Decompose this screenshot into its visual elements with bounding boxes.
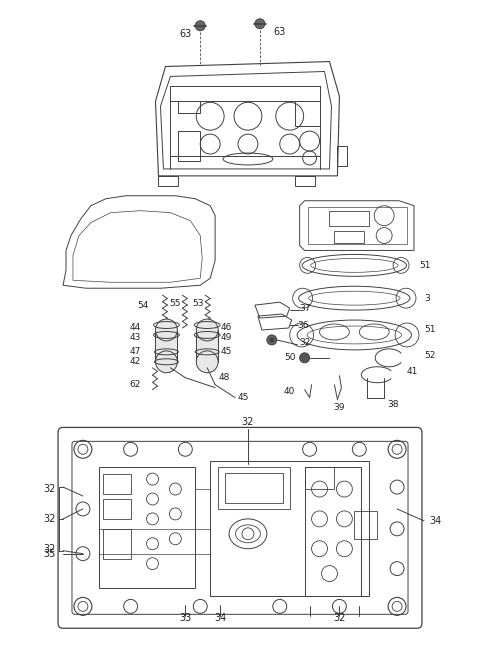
Text: 43: 43 bbox=[129, 333, 141, 343]
Text: 53: 53 bbox=[192, 299, 204, 308]
Text: 42: 42 bbox=[129, 357, 141, 366]
Text: 34: 34 bbox=[214, 613, 226, 624]
Text: 54: 54 bbox=[137, 301, 148, 310]
Text: 62: 62 bbox=[129, 380, 141, 389]
Text: 37: 37 bbox=[300, 304, 311, 312]
Circle shape bbox=[255, 19, 265, 29]
Text: 32: 32 bbox=[44, 544, 56, 553]
Text: 49: 49 bbox=[220, 333, 231, 343]
Circle shape bbox=[156, 351, 178, 373]
Text: 34: 34 bbox=[429, 516, 441, 526]
Text: 52: 52 bbox=[424, 351, 435, 360]
Circle shape bbox=[300, 353, 310, 363]
Text: 32: 32 bbox=[300, 339, 311, 347]
Circle shape bbox=[195, 21, 205, 31]
Circle shape bbox=[267, 335, 277, 345]
Text: 55: 55 bbox=[169, 299, 181, 308]
Text: 51: 51 bbox=[419, 261, 431, 270]
Text: 3: 3 bbox=[424, 293, 430, 303]
Bar bbox=[196, 330, 218, 362]
Circle shape bbox=[270, 338, 274, 342]
Text: 46: 46 bbox=[220, 324, 231, 333]
Text: 51: 51 bbox=[424, 326, 435, 335]
Text: 32: 32 bbox=[333, 613, 346, 624]
Text: 48: 48 bbox=[218, 373, 229, 383]
Text: 47: 47 bbox=[129, 347, 141, 356]
Text: 63: 63 bbox=[179, 29, 192, 39]
Text: 44: 44 bbox=[129, 324, 141, 333]
Text: 39: 39 bbox=[334, 403, 345, 412]
Text: 38: 38 bbox=[387, 400, 399, 409]
Text: 32: 32 bbox=[44, 514, 56, 524]
Text: 33: 33 bbox=[179, 613, 192, 624]
Text: 36: 36 bbox=[298, 320, 309, 329]
Text: 45: 45 bbox=[238, 393, 250, 402]
Text: 45: 45 bbox=[220, 347, 231, 356]
Text: 32: 32 bbox=[44, 484, 56, 494]
Text: 32: 32 bbox=[242, 417, 254, 428]
Circle shape bbox=[156, 319, 178, 341]
Text: 41: 41 bbox=[407, 367, 419, 376]
Text: 35: 35 bbox=[44, 549, 56, 559]
Text: 50: 50 bbox=[284, 353, 296, 362]
Text: 40: 40 bbox=[283, 387, 295, 396]
Text: 63: 63 bbox=[274, 27, 286, 37]
Bar bbox=[156, 330, 178, 362]
Circle shape bbox=[196, 351, 218, 373]
Circle shape bbox=[196, 319, 218, 341]
